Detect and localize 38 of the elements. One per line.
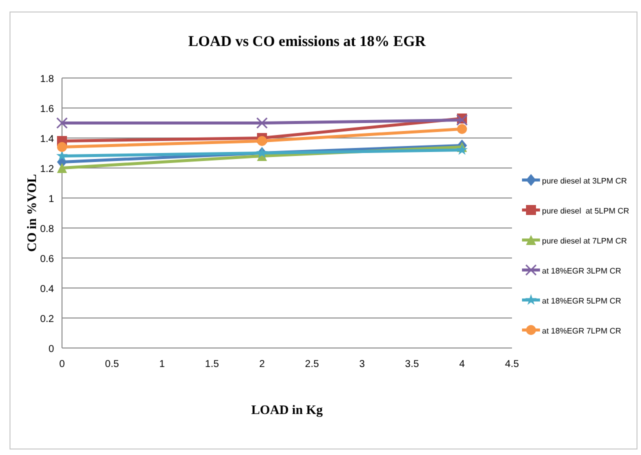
legend-label: at 18%EGR 7LPM CR (542, 326, 622, 336)
x-tick-label: 0.5 (105, 359, 120, 370)
y-tick-label: 1.4 (40, 134, 54, 145)
point (56, 117, 68, 129)
point (457, 124, 467, 134)
y-tick-label: 0 (48, 344, 54, 355)
y-tick-label: 1.2 (40, 164, 54, 175)
point (456, 114, 468, 126)
y-tick-label: 0.8 (40, 224, 54, 235)
y-tick-label: 1.8 (40, 74, 54, 85)
point (256, 117, 268, 129)
point (456, 144, 468, 155)
chart-title: LOAD vs CO emissions at 18% EGR (188, 34, 426, 50)
y-tick-label: 0.6 (40, 254, 54, 265)
x-tick-label: 3 (359, 359, 366, 370)
point (56, 150, 68, 161)
legend-label: at 18%EGR 3LPM CR (542, 266, 622, 276)
legend-label: at 18%EGR 5LPM CR (542, 296, 622, 306)
y-axis-title: CO in %VOL (24, 174, 39, 252)
y-tick-label: 0.2 (40, 314, 54, 325)
x-tick-label: 2.5 (305, 359, 320, 370)
y-tick-label: 1 (48, 194, 54, 205)
x-tick-label: 4 (459, 359, 466, 370)
x-tick-label: 4.5 (505, 359, 520, 370)
point (57, 163, 67, 173)
point (257, 136, 267, 146)
legend-label: pure diesel at 3LPM CR (542, 176, 628, 186)
point (57, 142, 67, 152)
x-axis-title: LOAD in Kg (251, 402, 324, 417)
x-tick-label: 1 (159, 359, 166, 370)
x-tick-label: 0 (59, 359, 66, 370)
legend-label: pure diesel at 5LPM CR (542, 206, 630, 216)
x-tick-label: 2 (259, 359, 266, 370)
y-tick-label: 0.4 (40, 284, 54, 295)
x-tick-label: 1.5 (205, 359, 220, 370)
y-tick-label: 1.6 (40, 104, 54, 115)
x-tick-label: 3.5 (405, 359, 420, 370)
legend-label: pure diesel at 7LPM CR (542, 236, 628, 246)
